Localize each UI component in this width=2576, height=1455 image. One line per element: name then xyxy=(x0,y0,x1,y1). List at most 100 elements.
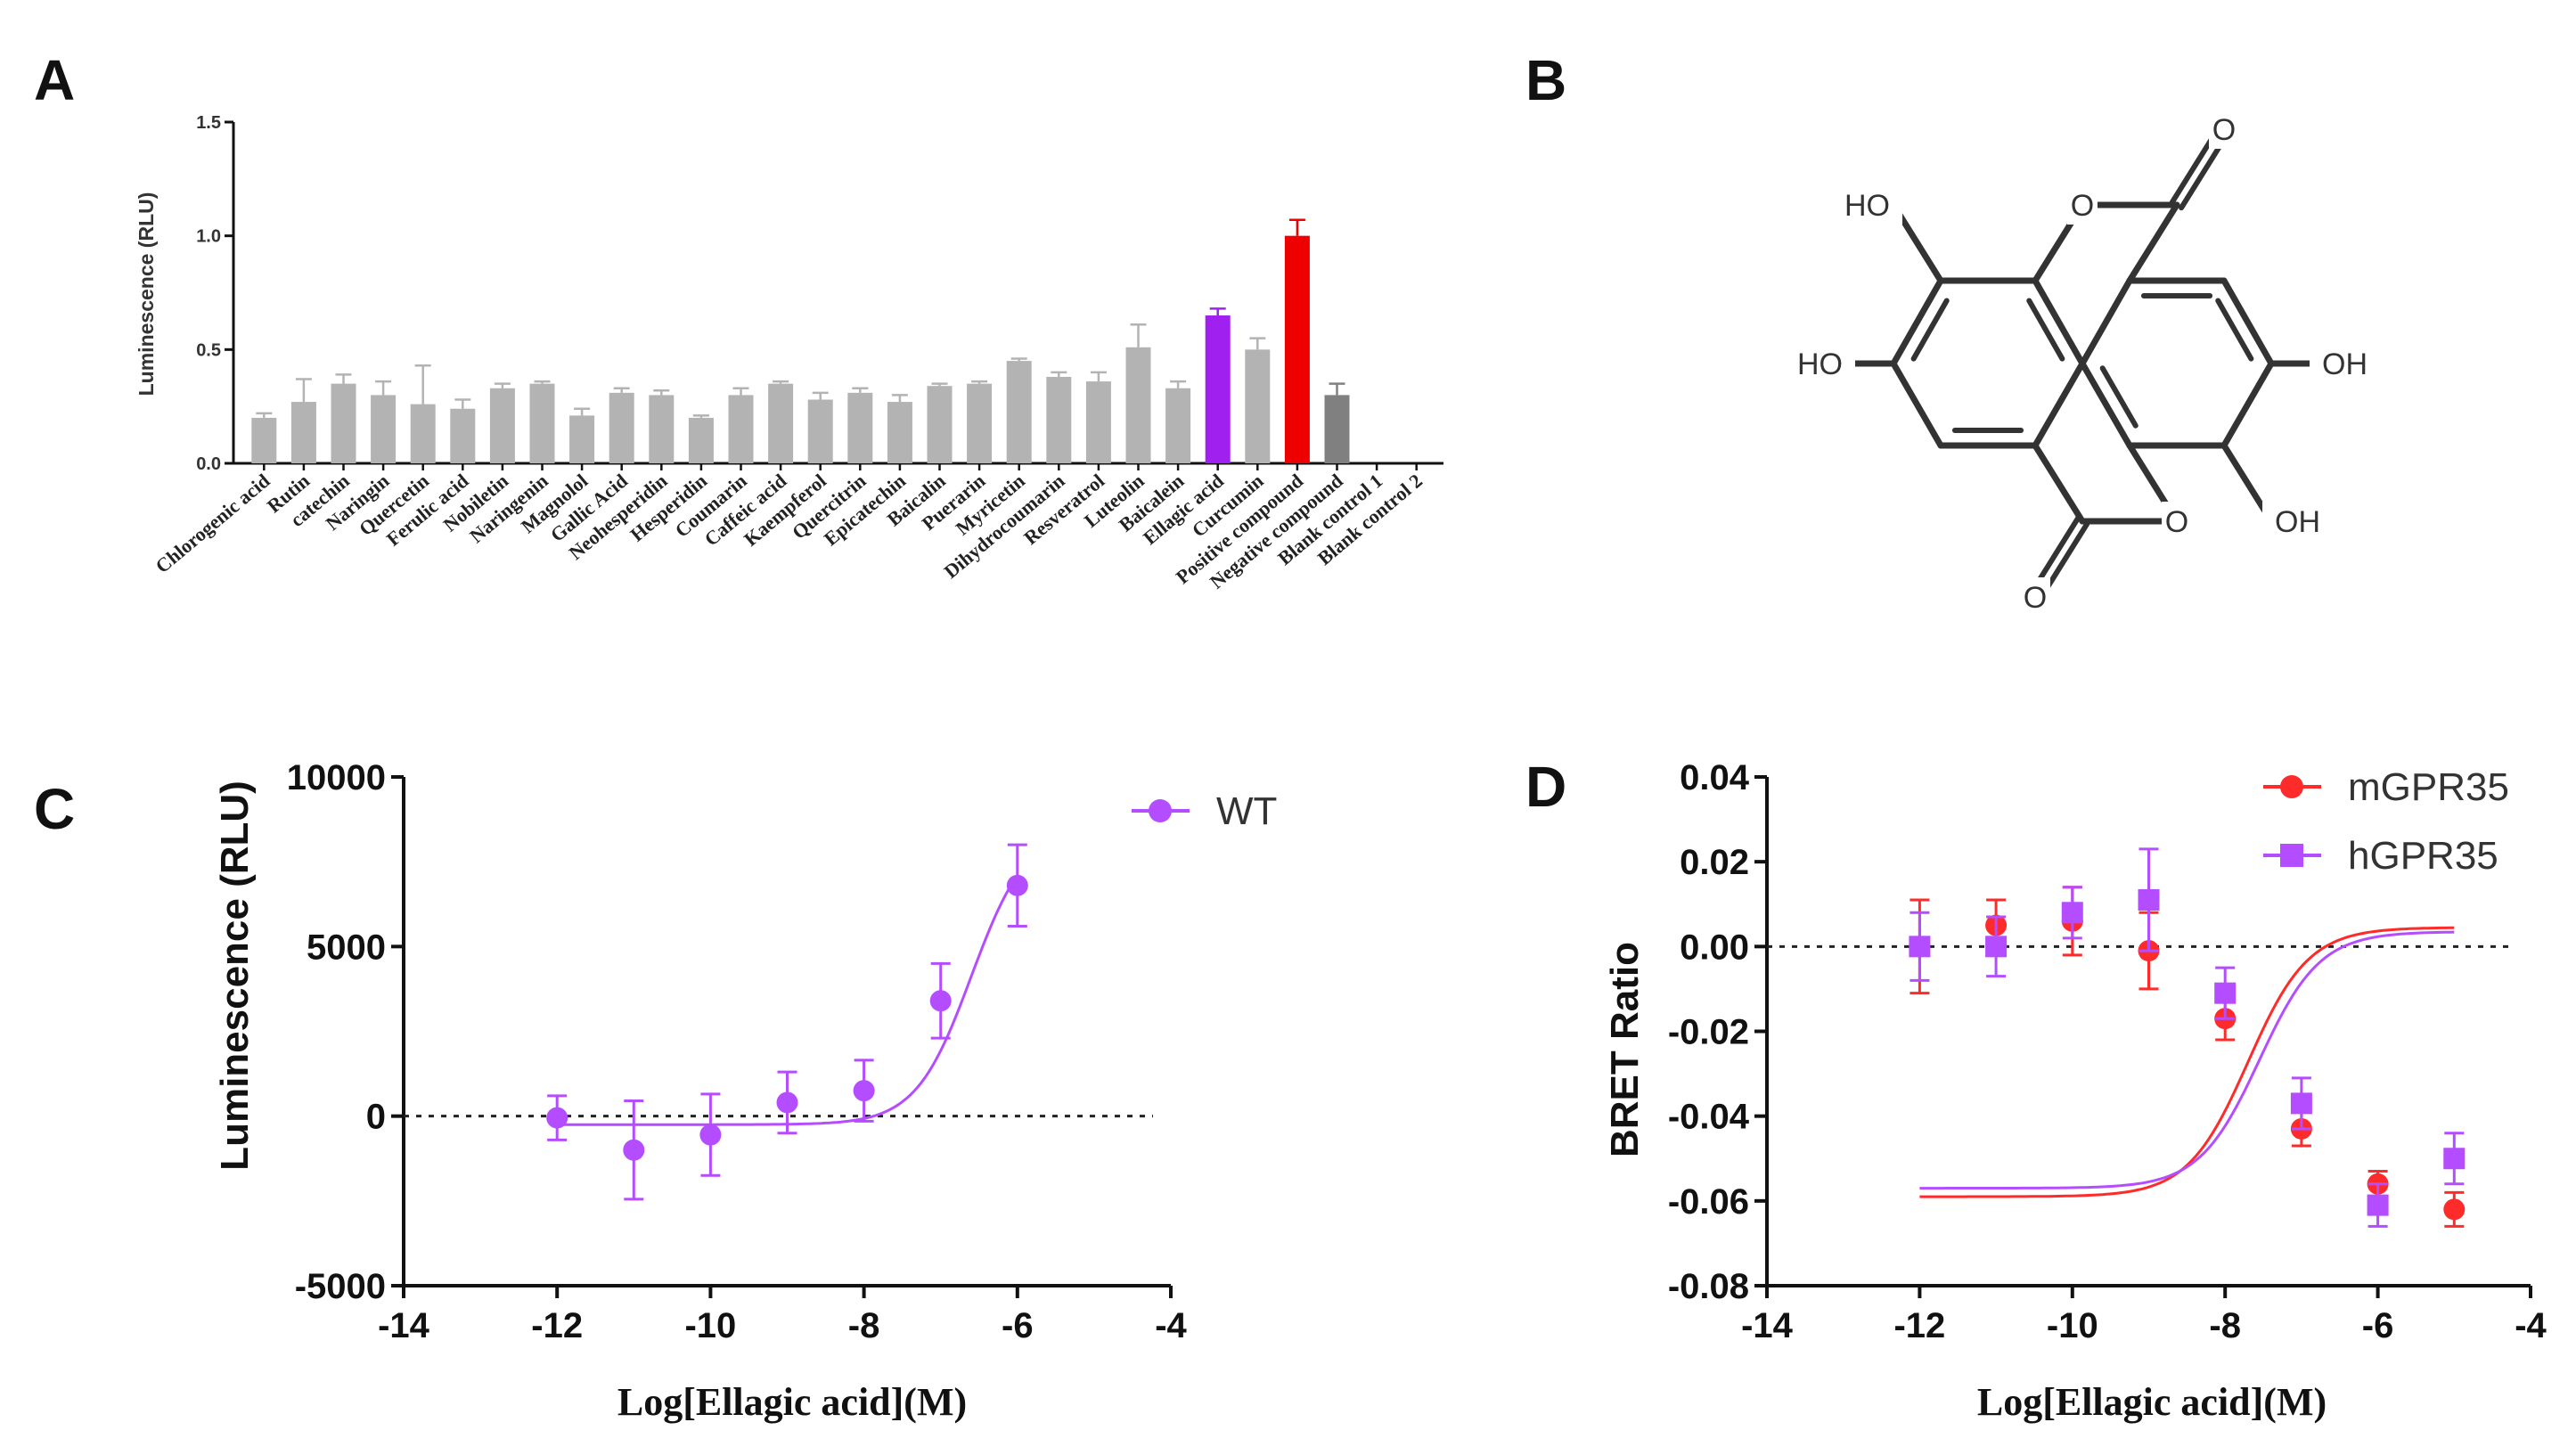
chart-c-y-tick-label: 0 xyxy=(366,1098,386,1137)
chart-d-y-tick-label: 0.04 xyxy=(1680,758,1750,797)
chart-a-y-tick-label: 0.5 xyxy=(196,340,221,360)
chart-d-y-tick-label: 0.02 xyxy=(1680,843,1749,882)
atom-label-carbonyl-oxygen-upper-plate xyxy=(2209,110,2239,149)
panel-label-b: B xyxy=(1525,48,1566,112)
chart-c-point xyxy=(699,1124,722,1146)
molecule-ring-bond xyxy=(2220,277,2275,367)
molecule-bond xyxy=(2126,201,2180,284)
chart-d-x-tick-label: -14 xyxy=(1741,1306,1794,1345)
chart-d-y-tick-label: -0.04 xyxy=(1668,1098,1750,1137)
panel-label-a: A xyxy=(34,48,75,112)
chart-a: Luminescence (RLU) 0.0 0.5 1.0 1.5 Chlorogen… xyxy=(135,113,1443,593)
chart-d-y-tick-label: -0.08 xyxy=(1668,1267,1749,1306)
molecule-ring-bond xyxy=(2079,360,2133,449)
chart-d-x-tick-label: -10 xyxy=(2047,1306,2098,1345)
chart-a-y-tick-label: 1.0 xyxy=(196,227,221,247)
chart-a-bar xyxy=(1006,361,1032,463)
chart-d-y-tick-label: 0.00 xyxy=(1680,928,1749,967)
chart-c-legend-wt: WT xyxy=(1216,789,1277,833)
chart-d-fit-curve-hgpr35 xyxy=(1919,930,2455,1190)
chart-d-point xyxy=(2443,1148,2466,1170)
chart-a-bar xyxy=(290,402,316,463)
chart-c-point xyxy=(623,1139,645,1161)
chart-a-bar xyxy=(728,395,754,463)
chart-c-point xyxy=(776,1091,798,1114)
molecule-ring-bond xyxy=(1890,360,1944,449)
chart-c-x-tick-label: -10 xyxy=(684,1306,736,1345)
molecule-double-bond xyxy=(1910,298,1950,362)
chart-c-y-tick-label: 10000 xyxy=(287,758,386,797)
chart-a-bar xyxy=(1125,347,1151,463)
chart-d-fit-curve-mgpr35 xyxy=(1919,926,2455,1198)
chart-a-bar xyxy=(1165,388,1191,463)
chart-d-legend-mgpr35: mGPR35 xyxy=(2348,765,2509,809)
molecule-ring-bond xyxy=(1890,277,1944,367)
chart-d-y-tick-label: -0.06 xyxy=(1668,1182,1749,1222)
chart-a-bar xyxy=(331,383,356,463)
atom-label-ho-upper-plate xyxy=(1858,185,1902,225)
chart-a-y-tick-label: 1.5 xyxy=(196,113,221,133)
chart-c-x-tick-label: -8 xyxy=(848,1306,880,1345)
atom-label-ring-oxygen-upper: O xyxy=(2071,189,2094,223)
chart-a-bar xyxy=(529,383,555,463)
chart-d-legend-marker xyxy=(2280,844,2303,867)
chart-a-bar xyxy=(251,417,277,463)
chart-d-point xyxy=(1909,936,1931,958)
chart-d-x-tick-label: -4 xyxy=(2515,1306,2547,1345)
chart-a-bar xyxy=(1284,235,1310,463)
chart-d: BRET Ratio Log[Ellagic acid](M) mGPR35 h… xyxy=(1603,758,2547,1424)
chart-d-x-tick-label: -12 xyxy=(1893,1306,1945,1345)
molecule-ring-bond xyxy=(2032,277,2086,367)
chart-a-bar xyxy=(410,404,436,463)
chart-c-y-tick-label: 5000 xyxy=(307,928,386,967)
chart-a-bar xyxy=(807,399,833,463)
molecule-double-bond xyxy=(2026,298,2065,362)
chart-a-category-label: Chlorogenic acid xyxy=(151,470,274,577)
chart-c-x-label: Log[Ellagic acid](M) xyxy=(617,1380,967,1424)
chart-d-x-tick-label: -6 xyxy=(2362,1306,2394,1345)
chart-a-bar xyxy=(927,386,953,463)
chart-a-bar xyxy=(1085,381,1111,463)
panel-label-c: C xyxy=(34,777,75,841)
chart-d-y-label: BRET Ratio xyxy=(1603,942,1647,1157)
atom-label-oh-lower: OH xyxy=(2275,505,2320,539)
chart-d-point xyxy=(2367,1194,2389,1216)
chart-a-bar xyxy=(967,383,993,463)
atom-label-ring-oxygen-lower: O xyxy=(2165,505,2188,539)
molecule-double-bond xyxy=(2099,365,2138,429)
atom-label-oh-right-plate xyxy=(2310,344,2354,383)
chart-a-bar xyxy=(768,383,794,463)
chart-a-bar xyxy=(609,392,634,463)
chart-c: Luminescence (RLU) Log[Ellagic acid](M) … xyxy=(213,758,1277,1424)
chart-a-bar xyxy=(489,388,515,463)
chart-c-point xyxy=(1006,874,1028,896)
chart-d-point xyxy=(2061,902,2083,924)
chart-c-point xyxy=(929,990,952,1012)
atom-label-ring-oxygen-upper-plate xyxy=(2067,185,2098,225)
atom-label-carbonyl-oxygen-lower: O xyxy=(2024,581,2047,615)
chart-d-point xyxy=(2443,1198,2466,1221)
atom-label-carbonyl-oxygen-lower-plate xyxy=(2020,577,2050,617)
chart-a-bar xyxy=(887,402,912,463)
chart-c-point xyxy=(853,1080,875,1102)
molecule-ring-bond xyxy=(2032,360,2086,449)
chart-d-x-tick-label: -8 xyxy=(2209,1306,2241,1345)
molecule-ellagic-acid: HO HO OH OH O O O O xyxy=(1797,110,2367,617)
chart-d-legend-hgpr35: hGPR35 xyxy=(2348,834,2498,878)
molecule-bond xyxy=(2032,442,2086,525)
chart-a-bar xyxy=(1205,315,1231,463)
chart-c-point xyxy=(546,1107,568,1129)
chart-d-point xyxy=(2290,1092,2312,1115)
chart-a-bar xyxy=(1046,376,1072,463)
chart-a-bar xyxy=(1324,395,1350,463)
atom-label-ho-left-plate xyxy=(1811,344,1855,383)
atom-label-ho-left: HO xyxy=(1797,347,1843,381)
chart-a-y-tick-label: 0.0 xyxy=(196,454,221,474)
chart-a-bar xyxy=(1245,349,1271,463)
atom-label-oh-lower-plate xyxy=(2262,502,2307,541)
chart-d-point xyxy=(2138,888,2160,911)
panel-label-d: D xyxy=(1525,755,1566,819)
atom-label-oh-right: OH xyxy=(2322,347,2367,381)
chart-c-x-tick-label: -14 xyxy=(378,1306,430,1345)
